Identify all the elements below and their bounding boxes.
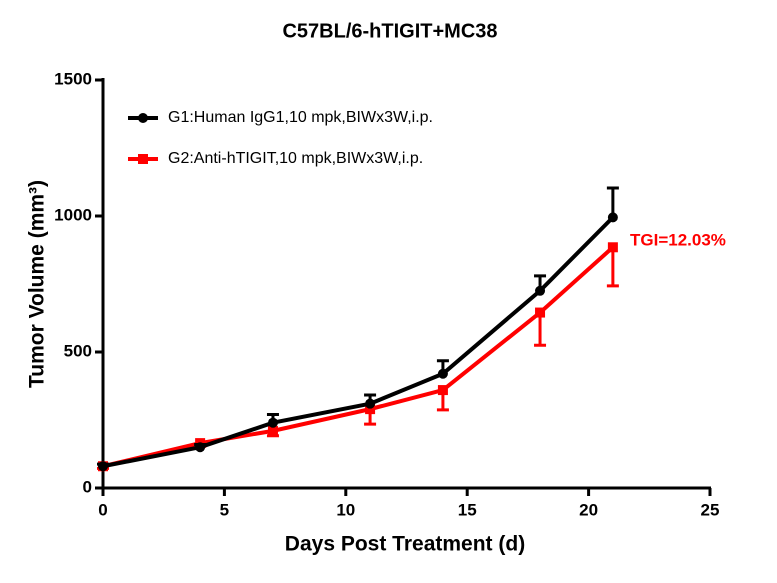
series-line: [102, 215, 615, 469]
legend-marker: [138, 154, 148, 164]
x-tick-label: 5: [220, 500, 229, 519]
data-point: [267, 425, 278, 436]
data-point: [195, 442, 206, 453]
error-bar: [606, 247, 619, 288]
data-point: [607, 212, 618, 223]
data-point: [267, 417, 278, 428]
data-point: [607, 242, 618, 253]
series-line: [102, 245, 615, 469]
legend-label: G2:Anti-hTIGIT,10 mpk,BIWx3W,i.p.: [168, 150, 423, 167]
y-tick-label: 1500: [54, 69, 92, 88]
error-bar: [534, 312, 547, 347]
x-tick-label: 10: [336, 500, 355, 519]
y-axis-label: Tumor Volume (mm³): [26, 180, 49, 388]
x-tick-label: 25: [701, 500, 720, 519]
data-point: [437, 385, 448, 396]
data-point: [535, 307, 546, 318]
x-tick-label: 20: [579, 500, 598, 519]
data-point: [365, 398, 376, 409]
x-tick-label: 15: [458, 500, 477, 519]
legend-marker: [138, 113, 148, 123]
legend-label: G1:Human IgG1,10 mpk,BIWx3W,i.p.: [168, 109, 433, 126]
y-tick-label: 500: [64, 341, 92, 360]
chart-title: C57BL/6-hTIGIT+MC38: [282, 20, 497, 42]
data-point: [437, 368, 448, 379]
data-point: [535, 285, 546, 296]
data-point: [365, 404, 376, 415]
y-tick-label: 0: [83, 477, 92, 496]
x-tick-label: 0: [98, 500, 107, 519]
annotation: TGI=12.03%: [630, 230, 726, 249]
x-axis-label: Days Post Treatment (d): [285, 533, 525, 556]
y-tick-label: 1000: [54, 205, 92, 224]
data-point: [98, 461, 108, 472]
